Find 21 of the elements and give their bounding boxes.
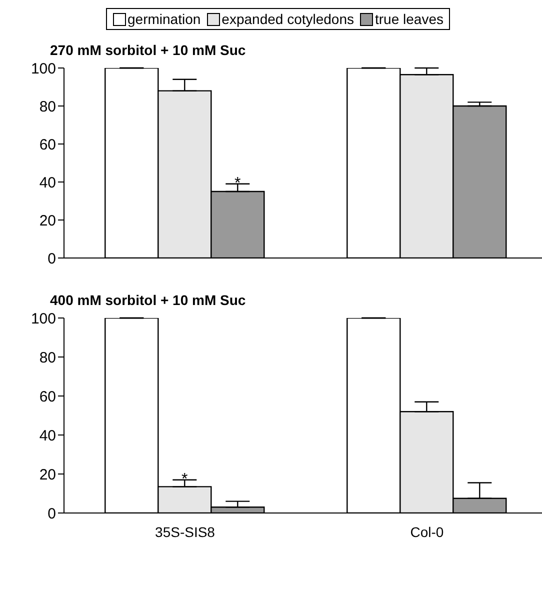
x-tick-label: Col-0 [410,524,444,540]
x-tick-label: 35S-SIS8 [155,524,216,540]
annotation: * [182,470,188,488]
y-tick-label: 20 [39,466,56,484]
legend-label: expanded cotyledons [220,11,354,27]
legend-label: true leaves [374,11,444,27]
y-tick-label: 20 [39,212,56,230]
y-tick-label: 40 [39,174,56,192]
y-tick-label: 60 [39,136,56,154]
y-tick-label: 60 [39,388,56,406]
legend-label: germination [126,11,201,27]
y-tick-label: 0 [48,250,56,268]
y-tick-label: 100 [30,310,56,328]
chart-title: 270 mM sorbitol + 10 mM Suc [50,42,247,58]
y-tick-label: 40 [39,427,56,444]
y-tick-label: 80 [39,98,56,116]
chart-title: 400 mM sorbitol + 10 mM Suc [50,292,247,308]
y-tick-label: 100 [30,60,56,78]
annotation: * [234,174,241,192]
y-tick-label: 0 [48,505,56,522]
y-tick-label: 80 [39,349,56,366]
